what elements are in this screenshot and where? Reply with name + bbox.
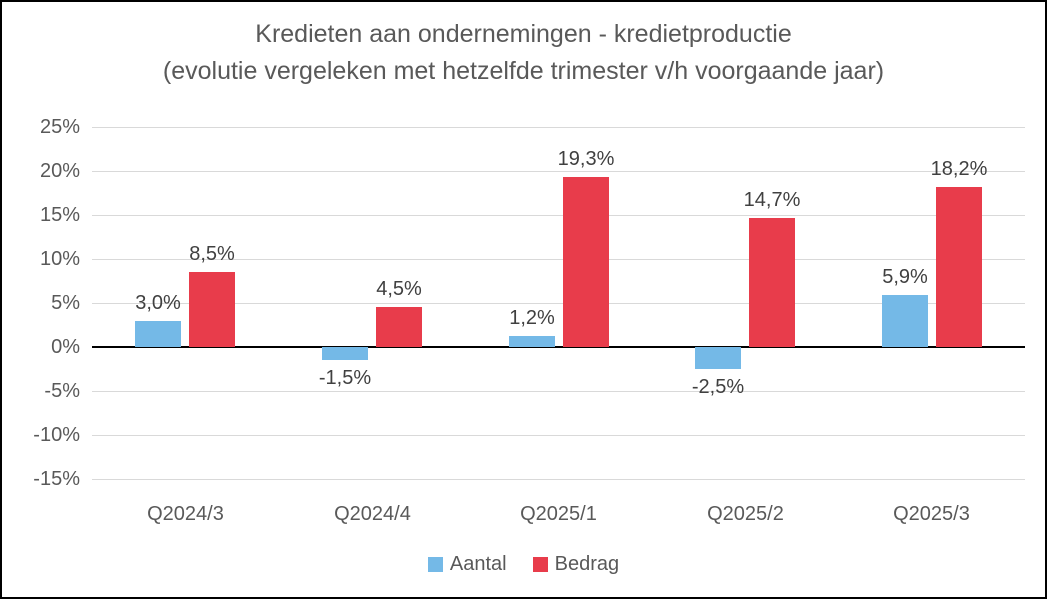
y-axis-tick-label: 10% — [39, 248, 80, 270]
gridline — [92, 303, 1025, 304]
gridline — [92, 435, 1025, 436]
legend-label-aantal: Aantal — [449, 553, 507, 575]
data-label-aantal-q2025-3: 5,9% — [882, 266, 928, 288]
legend-swatch-bedrag — [532, 556, 548, 572]
bar-aantal-q2024-4 — [322, 347, 368, 360]
data-label-bedrag-q2025-2: 14,7% — [743, 189, 801, 211]
y-axis-tick-label: -10% — [33, 424, 80, 446]
data-label-bedrag-q2025-1: 19,3% — [557, 148, 615, 170]
data-label-aantal-q2024-3: 3,0% — [135, 292, 181, 314]
bar-aantal-q2025-3 — [882, 295, 928, 347]
legend-item-aantal: Aantal — [427, 553, 507, 575]
data-label-bedrag-q2025-3: 18,2% — [930, 158, 988, 180]
data-label-aantal-q2025-2: -2,5% — [691, 376, 745, 398]
legend-label-bedrag: Bedrag — [554, 553, 620, 575]
x-axis-tick-label: Q2025/2 — [707, 503, 784, 525]
chart-title-line1: Kredieten aan ondernemingen - kredietpro… — [255, 20, 792, 48]
x-axis-tick-label: Q2024/3 — [147, 503, 224, 525]
y-axis-tick-label: 5% — [51, 292, 80, 314]
bar-bedrag-q2025-1 — [563, 177, 609, 347]
bar-bedrag-q2024-4 — [376, 307, 422, 347]
x-axis-tick-label: Q2025/1 — [520, 503, 597, 525]
legend-swatch-aantal — [427, 556, 443, 572]
data-label-aantal-q2024-4: -1,5% — [318, 367, 372, 389]
y-axis-tick-label: 15% — [39, 204, 80, 226]
bar-bedrag-q2025-2 — [749, 218, 795, 347]
chart-title-line2: (evolutie vergeleken met hetzelfde trime… — [162, 57, 885, 85]
data-label-bedrag-q2024-4: 4,5% — [376, 278, 422, 300]
y-axis-tick-label: -5% — [44, 380, 80, 402]
y-axis-tick-label: -15% — [33, 468, 80, 490]
data-label-aantal-q2025-1: 1,2% — [509, 307, 555, 329]
chart-title: Kredieten aan ondernemingen - kredietpro… — [2, 16, 1045, 90]
bar-aantal-q2025-2 — [695, 347, 741, 369]
bar-bedrag-q2025-3 — [936, 187, 982, 347]
x-axis-tick-label: Q2025/3 — [893, 503, 970, 525]
y-axis-tick-label: 0% — [51, 336, 80, 358]
bar-bedrag-q2024-3 — [189, 272, 235, 347]
data-label-bedrag-q2024-3: 8,5% — [189, 243, 235, 265]
legend-item-bedrag: Bedrag — [532, 553, 620, 575]
gridline — [92, 479, 1025, 480]
y-axis-tick-label: 20% — [39, 160, 80, 182]
zero-axis-line — [92, 346, 1025, 348]
legend: Aantal Bedrag — [2, 553, 1045, 575]
gridline — [92, 127, 1025, 128]
gridline — [92, 259, 1025, 260]
x-axis-tick-label: Q2024/4 — [334, 503, 411, 525]
y-axis-tick-label: 25% — [39, 116, 80, 138]
gridline — [92, 391, 1025, 392]
bar-aantal-q2024-3 — [135, 321, 181, 347]
gridline — [92, 171, 1025, 172]
bar-aantal-q2025-1 — [509, 336, 555, 347]
gridline — [92, 215, 1025, 216]
